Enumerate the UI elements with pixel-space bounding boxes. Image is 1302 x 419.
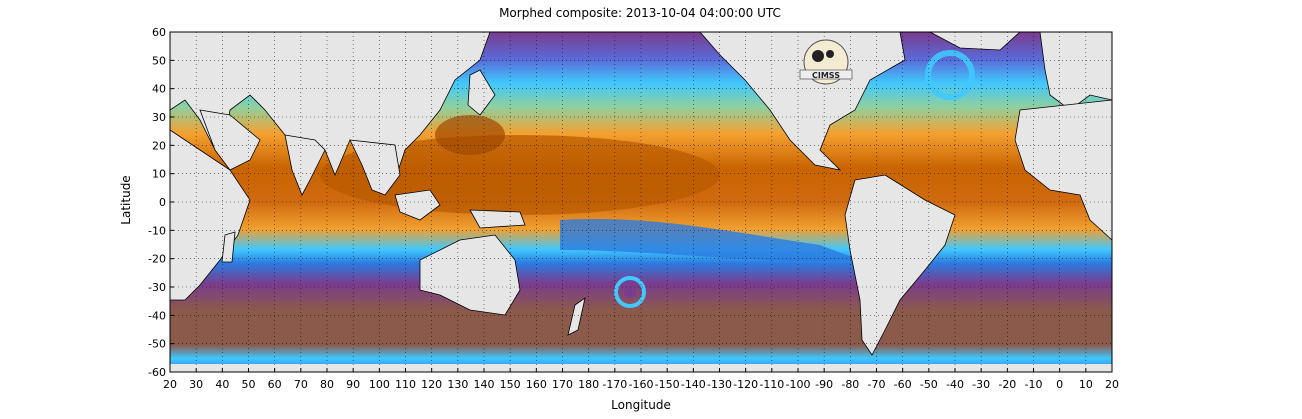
- y-axis-ticks: 60 50 40 30 20 10 0 -10 -20 -30 -40 -50 -60: [148, 26, 174, 379]
- x-tick-label: 120: [421, 378, 442, 391]
- x-tick-label: 20: [163, 378, 177, 391]
- x-tick-label: -80: [841, 378, 859, 391]
- y-tick-label: 60: [152, 26, 166, 39]
- landmass-india: [284, 134, 326, 196]
- graticule: [170, 32, 1112, 372]
- y-tick-label: 10: [152, 168, 166, 181]
- x-tick-label: 40: [215, 378, 229, 391]
- x-tick-label: 140: [474, 378, 495, 391]
- x-tick-label: -110: [759, 378, 784, 391]
- x-tick-label: -120: [733, 378, 758, 391]
- landmass-madagascar: [221, 231, 236, 263]
- x-tick-label: -170: [602, 378, 627, 391]
- cyclone-eye: [624, 286, 636, 298]
- y-tick-label: -30: [148, 281, 166, 294]
- cimss-logo-icon: CIMSS: [799, 39, 853, 85]
- x-tick-label: -130: [707, 378, 732, 391]
- landmass-se-asia: [349, 139, 401, 196]
- x-tick-label: 30: [189, 378, 203, 391]
- x-tick-label: 150: [500, 378, 521, 391]
- atlantic-swirl: [925, 50, 975, 100]
- y-tick-label: -40: [148, 309, 166, 322]
- x-tick-label: 80: [320, 378, 334, 391]
- x-tick-label: 110: [395, 378, 416, 391]
- cyclone-swirl: [614, 276, 646, 308]
- landmass-south-america: [844, 174, 956, 356]
- x-tick-label: 20: [1105, 378, 1119, 391]
- y-tick-label: -10: [148, 224, 166, 237]
- x-tick-label: 70: [294, 378, 308, 391]
- x-tick-label: 130: [447, 378, 468, 391]
- x-axis-ticks: 20 30 40 50 60 70 80 90 100 110 120 130 140 150 160 170…: [163, 368, 1119, 391]
- landmass-arabia: [199, 109, 261, 171]
- x-tick-label: 90: [346, 378, 360, 391]
- y-tick-label: 20: [152, 139, 166, 152]
- y-tick-label: -20: [148, 253, 166, 266]
- storm-feature: [435, 115, 505, 155]
- x-tick-label: 10: [1079, 378, 1093, 391]
- land-masses: [170, 32, 1112, 356]
- x-tick-label: -70: [868, 378, 886, 391]
- x-tick-label: -60: [894, 378, 912, 391]
- y-tick-label: 30: [152, 111, 166, 124]
- x-tick-label: -160: [629, 378, 654, 391]
- landmass-japan: [467, 69, 496, 116]
- x-tick-label: -40: [946, 378, 964, 391]
- landmass-indonesia: [394, 189, 441, 221]
- landmass-australia: [419, 234, 521, 316]
- y-tick-label: 40: [152, 83, 166, 96]
- dry-band: [560, 219, 860, 262]
- x-tick-label: 50: [242, 378, 256, 391]
- landmass-greenland: [929, 32, 1021, 51]
- landmass-new-guinea: [469, 209, 526, 229]
- landmass-europe: [1039, 32, 1112, 111]
- y-tick-label: 50: [152, 54, 166, 67]
- x-tick-label: 170: [552, 378, 573, 391]
- x-tick-label: -90: [815, 378, 833, 391]
- x-tick-label: -10: [1025, 378, 1043, 391]
- x-tick-label: 180: [578, 378, 599, 391]
- landmass-west-africa: [1014, 99, 1112, 241]
- x-tick-label: -30: [972, 378, 990, 391]
- logo-text: CIMSS: [812, 71, 840, 80]
- landmass-north-america: [699, 32, 906, 171]
- y-tick-label: -60: [148, 366, 166, 379]
- x-axis-label: Longitude: [611, 398, 671, 412]
- y-tick-label: 0: [159, 196, 166, 209]
- landmass-new-zealand: [567, 297, 586, 336]
- x-tick-label: 60: [268, 378, 282, 391]
- x-tick-label: -100: [786, 378, 811, 391]
- map-plot-area: [170, 32, 1112, 372]
- x-tick-label: 100: [369, 378, 390, 391]
- x-tick-label: -140: [681, 378, 706, 391]
- x-tick-label: -150: [655, 378, 680, 391]
- x-tick-label: 0: [1056, 378, 1063, 391]
- x-tick-label: -20: [998, 378, 1016, 391]
- x-tick-label: -50: [920, 378, 938, 391]
- x-tick-label: 160: [526, 378, 547, 391]
- page-title: Morphed composite: 2013-10-04 04:00:00 U…: [499, 6, 781, 20]
- y-tick-label: -50: [148, 338, 166, 351]
